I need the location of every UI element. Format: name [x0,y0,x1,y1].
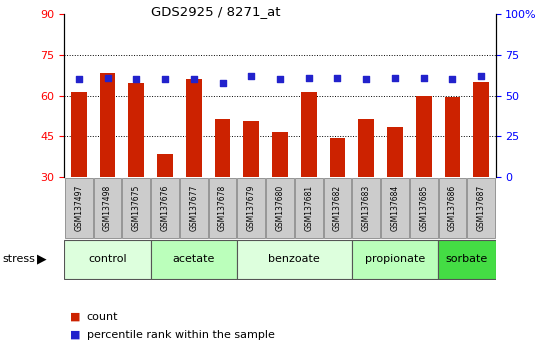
FancyBboxPatch shape [438,240,496,279]
FancyBboxPatch shape [324,178,351,238]
FancyBboxPatch shape [352,240,438,279]
FancyBboxPatch shape [94,178,122,238]
Bar [272,132,288,177]
Point [218,80,227,85]
Text: sorbate: sorbate [446,254,488,264]
Text: count: count [87,312,118,322]
FancyBboxPatch shape [151,240,237,279]
FancyBboxPatch shape [151,178,179,238]
Text: GSM137681: GSM137681 [304,185,313,231]
Text: ■: ■ [70,312,81,322]
Point [276,76,284,82]
Text: GSM137687: GSM137687 [477,185,486,231]
Text: GSM137684: GSM137684 [390,185,399,231]
Text: percentile rank within the sample: percentile rank within the sample [87,330,274,339]
Point [333,75,342,80]
FancyBboxPatch shape [237,240,352,279]
FancyBboxPatch shape [64,240,151,279]
Text: GSM137685: GSM137685 [419,185,428,231]
Text: GSM137677: GSM137677 [189,185,198,231]
Bar [244,121,259,177]
Text: acetate: acetate [172,254,215,264]
Bar [301,92,316,177]
Text: ▶: ▶ [37,253,47,266]
Text: GSM137682: GSM137682 [333,185,342,231]
Text: GSM137498: GSM137498 [103,185,112,231]
Point [74,76,83,82]
FancyBboxPatch shape [381,178,409,238]
Text: GSM137678: GSM137678 [218,185,227,231]
FancyBboxPatch shape [65,178,92,238]
Bar [358,119,374,177]
Text: propionate: propionate [365,254,425,264]
Text: control: control [88,254,127,264]
Bar [71,92,87,177]
Text: stress: stress [3,254,36,264]
FancyBboxPatch shape [468,178,495,238]
FancyBboxPatch shape [266,178,294,238]
FancyBboxPatch shape [209,178,236,238]
Bar [128,84,144,177]
Point [362,76,371,82]
Text: GSM137675: GSM137675 [132,185,141,231]
Bar [416,96,432,177]
Bar [100,73,115,177]
Point [103,75,112,80]
Point [477,73,486,79]
Text: GSM137683: GSM137683 [362,185,371,231]
Text: GDS2925 / 8271_at: GDS2925 / 8271_at [151,5,280,18]
Point [304,75,313,80]
Point [189,76,198,82]
Text: GSM137686: GSM137686 [448,185,457,231]
FancyBboxPatch shape [438,178,466,238]
Text: GSM137679: GSM137679 [247,185,256,231]
FancyBboxPatch shape [352,178,380,238]
Text: GSM137680: GSM137680 [276,185,284,231]
Bar [157,154,173,177]
Point [132,76,141,82]
Text: GSM137497: GSM137497 [74,185,83,231]
FancyBboxPatch shape [295,178,323,238]
Text: ■: ■ [70,330,81,339]
Text: benzoate: benzoate [268,254,320,264]
Point [448,76,457,82]
FancyBboxPatch shape [237,178,265,238]
Bar [214,119,230,177]
Bar [445,97,460,177]
Bar [387,127,403,177]
Text: GSM137676: GSM137676 [161,185,170,231]
FancyBboxPatch shape [123,178,150,238]
FancyBboxPatch shape [180,178,208,238]
Point [247,73,256,79]
Bar [473,82,489,177]
Bar [186,79,202,177]
Point [419,75,428,80]
Point [390,75,399,80]
FancyBboxPatch shape [410,178,437,238]
Bar [330,138,346,177]
Point [161,76,170,82]
